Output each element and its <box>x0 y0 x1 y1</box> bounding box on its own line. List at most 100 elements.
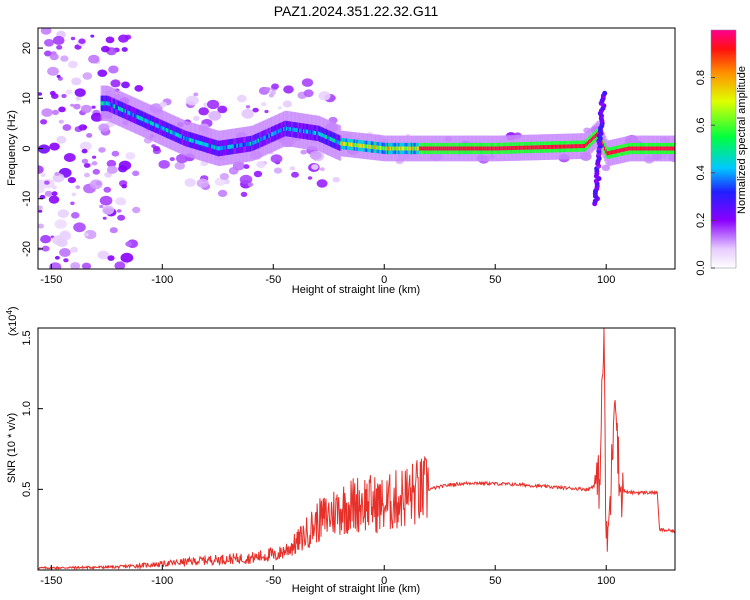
spectrogram-ridge-core <box>373 145 376 150</box>
spectrogram-noise-blob <box>62 124 72 131</box>
spectrogram-ridge-core <box>616 149 619 154</box>
spectrogram-noise-blob <box>49 90 56 96</box>
spectrogram-ridge-core <box>521 145 524 150</box>
spectrogram-ridge-core <box>233 144 237 149</box>
spectrogram-ridge-core <box>518 145 522 150</box>
spectrogram-ridge-core <box>148 120 151 125</box>
spectrogram-noise-blob <box>70 36 76 41</box>
colorbar-tick-label: 0.8 <box>695 70 707 85</box>
spectrogram-noise-blob <box>245 105 251 109</box>
spectrogram-ridge-core <box>221 145 225 150</box>
spectrogram-noise-blob <box>48 195 60 204</box>
spectrogram-ridge-core <box>204 142 207 147</box>
spectrogram-ridge-core <box>287 126 290 131</box>
spectrogram-y-label: Frequency (Hz) <box>6 110 18 186</box>
spectrogram-ridge-core <box>291 127 294 132</box>
spectrogram-ridge-core <box>646 146 649 151</box>
spectrogram-noise-blob <box>59 248 71 257</box>
spectrogram-ridge-core <box>320 132 323 137</box>
spectrogram-ridge-core <box>301 129 305 133</box>
spectrogram-ridge-core <box>343 141 346 146</box>
spectrogram-ridge-core <box>494 146 498 151</box>
spectrogram-noise-blob <box>52 109 59 116</box>
spectrogram-noise-blob <box>40 28 52 35</box>
spectrogram-x-tick-label: 50 <box>489 274 501 286</box>
spectrogram-ridge-core <box>347 142 350 147</box>
spectrogram-noise-blob <box>89 179 103 190</box>
spectrogram-noise-blob <box>99 204 104 209</box>
spectrogram-ridge-core <box>526 145 530 150</box>
spectrogram-ridge-core <box>570 144 574 149</box>
spectrogram-ridge-core <box>604 146 607 151</box>
spectrogram-ridge-core <box>592 136 595 141</box>
spectrogram-ridge-core <box>293 127 297 132</box>
spectrogram-ridge-core <box>566 144 570 149</box>
spectrogram-ridge-core <box>670 146 673 151</box>
spectrogram-ridge-core <box>630 146 633 151</box>
spectrogram-ridge-core <box>649 146 652 151</box>
spectrogram-ridge-core <box>506 146 510 151</box>
snr-y-tick-label: 1.0 <box>21 401 33 416</box>
spectrogram-ridge-core <box>105 101 109 106</box>
spectrogram-ridge-core <box>647 146 651 151</box>
spectrogram-ridge-core <box>589 139 592 143</box>
spectrogram-ridge-core <box>561 144 564 149</box>
spectrogram-noise-blob <box>105 36 115 44</box>
spectrogram-ridge-core <box>191 138 194 143</box>
spectrogram-ridge-core <box>643 146 647 151</box>
spectrogram-ridge-core <box>653 146 656 151</box>
spectrogram-ridge-core <box>369 144 372 149</box>
spectrogram-ridge-core <box>532 145 535 150</box>
spectrogram-noise-blob <box>108 65 119 74</box>
spectrogram-ridge-core <box>422 146 426 151</box>
spectrogram-ridge-core <box>176 132 179 137</box>
spectrogram-noise-blob <box>83 163 91 168</box>
spectrogram-ridge-core <box>103 101 106 106</box>
spectrogram-ridge-core <box>606 151 609 156</box>
spectrogram-ridge-core <box>136 114 139 119</box>
spectrogram-noise-blob <box>311 164 319 170</box>
spectrogram-ridge-core <box>584 144 587 148</box>
spectrogram-noise-blob <box>63 258 69 263</box>
spectrogram-ridge-core <box>666 146 669 151</box>
spectrogram-ridge-core <box>165 128 169 132</box>
spectrogram-ridge-core <box>505 146 508 151</box>
spectrogram-noise-blob <box>40 173 46 177</box>
spectrogram-ridge-core <box>612 150 615 155</box>
spectrogram-ridge-core <box>116 105 119 110</box>
spectrogram-noise-blob <box>59 231 72 241</box>
spectrogram-ridge-core <box>545 145 548 150</box>
spectrogram-noise-blob <box>176 153 189 164</box>
spectrogram-ridge-core <box>631 146 635 151</box>
spectrogram-ridge-core <box>199 140 202 145</box>
spectrogram-ridge-core <box>446 146 450 151</box>
spectrogram-ridge-core <box>393 146 396 151</box>
spectrogram-ridge-core <box>268 133 271 138</box>
spectrogram-ridge-core <box>568 144 571 149</box>
spectrogram-ridge-core <box>360 143 363 148</box>
spectrogram-noise-blob <box>67 177 76 184</box>
spectrogram-ridge-core <box>117 106 121 111</box>
spectrogram-ridge-core <box>402 146 406 151</box>
spectrogram-ridge-core <box>297 128 301 133</box>
spectrogram-noise-blob <box>264 87 271 92</box>
spectrogram-noise-blob <box>240 191 248 197</box>
spectrogram-y-ticks: -20 -10 0 10 20 <box>21 42 43 257</box>
spectrogram-ridge-core <box>404 146 407 151</box>
spectrogram-noise-blob <box>109 227 118 234</box>
spectrogram-noise-blob <box>63 153 76 162</box>
colorbar-ticks: 0.0 0.2 0.4 0.6 0.8 <box>695 70 715 276</box>
spectrogram-noise-blob <box>58 106 66 113</box>
spectrogram-ridge-core <box>457 146 460 151</box>
spectrogram-ridge-core <box>378 145 382 150</box>
spectrogram-ridge-core <box>465 146 468 151</box>
spectrogram-ridge-core <box>220 146 223 151</box>
spectrogram-ridge-core <box>429 146 432 151</box>
spectrogram-noise-blob <box>243 164 250 169</box>
spectrogram-x-tick-label: -150 <box>40 274 62 286</box>
spectrogram-ridge-core <box>540 145 543 150</box>
spectrogram-ridge-core <box>200 141 203 146</box>
spectrogram-noise-blob <box>307 176 313 180</box>
spectrogram-ridge-core <box>430 146 434 151</box>
spectrogram-ridge-core <box>257 138 261 143</box>
